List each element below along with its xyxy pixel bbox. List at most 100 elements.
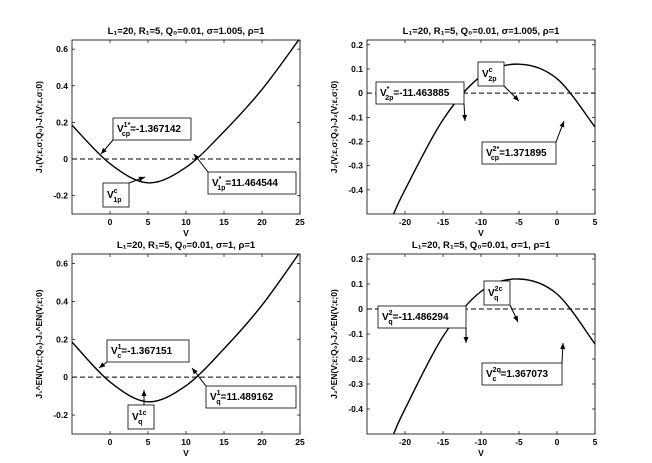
data-curve — [72, 254, 300, 403]
annotation-superscript: c — [114, 188, 118, 195]
annotation-subscript: cp — [122, 131, 130, 138]
annotation-arrowhead — [192, 368, 198, 375]
annotation-superscript: * — [387, 86, 390, 93]
x-axis-label: V — [478, 228, 484, 238]
annotation-subscript: q — [494, 295, 498, 302]
annotation-base: V — [210, 392, 217, 403]
x-tick-label: -15 — [437, 217, 450, 227]
x-tick-label: 0 — [555, 437, 560, 447]
annotation-subscript: cp — [491, 155, 499, 162]
annotation-arrowhead — [99, 362, 106, 368]
y-tick-label: 0.1 — [351, 279, 363, 289]
y-tick-label: -0.2 — [348, 354, 363, 364]
chart-panel: -20 -15 -10 -5 0 5 -0.4 -0.3 -0.2 -0.1 0 0.1 0.2 L₁=2… — [329, 240, 598, 458]
annotation-box — [207, 171, 297, 195]
x-tick-label: -10 — [475, 217, 488, 227]
y-tick-label: -0.3 — [348, 379, 363, 389]
data-curve — [72, 40, 300, 184]
y-tick-label: 0 — [358, 304, 363, 314]
annotation-subscript: 2p — [488, 76, 496, 83]
x-tick-label: 5 — [593, 217, 598, 227]
annotation: V2q c =1.367073 — [481, 342, 566, 386]
x-tick-label: 5 — [146, 217, 151, 227]
y-tick-label: -0.2 — [53, 191, 68, 201]
annotation: V1 c=-1.367151 — [98, 339, 190, 369]
x-tick-label: 0 — [108, 437, 113, 447]
annotation-base: V — [486, 148, 493, 159]
annotation-box — [481, 362, 563, 386]
annotation-base: V — [486, 369, 493, 380]
annotation-value: =11.489162 — [221, 392, 274, 403]
chart-panel: 0 5 10 15 20 25 -0.2 0 0.2 0.4 0.6 L₁=20, R₁=5, Q₀=… — [34, 240, 305, 458]
annotation-superscript: 1c — [139, 410, 147, 417]
x-axis-label: V — [478, 448, 484, 458]
annotation-box — [481, 141, 557, 165]
annotation-subscript: 2p — [385, 95, 393, 102]
annotation-value: =-11.463885 — [393, 88, 449, 99]
y-tick-label: 0.2 — [56, 117, 68, 127]
annotation-arrowhead — [513, 315, 518, 322]
y-axis-label: J₂(V;ε,σ;Q₀)-J₂(V;ε,σ;0) — [329, 81, 339, 174]
y-axis-label: J₂^EN(V;ε;Q₀)-J₂^EN(V;ε;0) — [329, 289, 339, 399]
x-tick-label: -5 — [515, 217, 523, 227]
annotation-superscript: 2* — [493, 146, 500, 153]
annotation-box — [106, 339, 190, 363]
x-tick-label: -5 — [515, 437, 523, 447]
x-tick-label: -20 — [399, 437, 412, 447]
x-axis-label: V — [183, 228, 189, 238]
x-tick-label: 20 — [257, 437, 267, 447]
annotation-base: V — [107, 190, 114, 201]
annotation-value: =11.464544 — [225, 178, 278, 189]
y-tick-label: 0.6 — [56, 258, 68, 268]
annotation-arrowhead — [194, 154, 200, 161]
annotation-base: V — [117, 124, 124, 135]
y-tick-label: 0 — [63, 372, 68, 382]
annotation-box — [205, 385, 297, 409]
annotation: V2 q=-11.486294 — [377, 305, 469, 343]
annotation-arrowhead — [101, 147, 107, 154]
y-tick-label: 0.4 — [56, 81, 68, 91]
annotation-box — [375, 81, 465, 105]
chart-title: L₁=20, R₁=5, Q₀=0.01, σ=1, ρ=1 — [117, 240, 256, 251]
x-tick-label: 15 — [219, 217, 229, 227]
y-tick-label: 0.2 — [351, 254, 363, 264]
annotation-base: V — [488, 288, 495, 299]
annotation-arrowhead — [512, 94, 519, 101]
y-tick-label: 0.4 — [56, 296, 68, 306]
annotation-value: =1.367073 — [501, 369, 549, 380]
y-tick-label: -0.1 — [348, 329, 363, 339]
chart-panel: -20 -15 -10 -5 0 5 -0.4 -0.3 -0.2 -0.1 0 0.1 0.2 L₁=2… — [329, 26, 598, 238]
x-tick-label: -10 — [475, 437, 488, 447]
annotation: V1 q=11.489162 — [191, 367, 297, 409]
x-axis-label: V — [183, 448, 189, 458]
annotation-box — [112, 117, 192, 141]
annotation-box — [477, 61, 505, 87]
y-tick-label: 0 — [358, 88, 363, 98]
annotation: Vc 1p — [102, 176, 146, 208]
annotation-label: Vc 2p — [482, 67, 497, 83]
y-tick-label: -0.3 — [348, 161, 363, 171]
annotation-superscript: c — [489, 67, 493, 74]
x-tick-label: 0 — [555, 217, 560, 227]
annotation-label: V1c q — [132, 410, 147, 426]
annotation-label: V2* cp=1.371895 — [486, 146, 547, 162]
annotation-label: V* 2p=-11.463885 — [380, 86, 450, 102]
x-tick-label: 5 — [146, 437, 151, 447]
annotation-label: V1 q=11.489162 — [210, 390, 274, 406]
annotation-superscript: 2 — [389, 310, 393, 317]
y-axis-label: J₁(V;ε,σ;Q₀)-J₁(V;ε,σ;0) — [34, 81, 44, 173]
annotation-value: =-11.486294 — [393, 312, 449, 323]
annotation: V2* cp=1.371895 — [481, 120, 565, 165]
annotation-superscript: 2q — [493, 367, 501, 374]
annotation-label: V2 q=-11.486294 — [382, 310, 449, 326]
annotation-subscript: c — [492, 376, 496, 383]
annotation-arrowhead — [462, 114, 468, 121]
annotation-box — [127, 404, 155, 430]
chart-title: L₁=20, R₁=5, Q₀=0.01, σ=1, ρ=1 — [412, 240, 551, 251]
y-axis-label: J₁^EN(V;ε;Q₀)-J₁^EN(V;ε;0) — [34, 289, 44, 398]
y-tick-label: 0 — [63, 154, 68, 164]
chart-title: L₁=20, R₁=5, Q₀=0.01, σ=1.005, ρ=1 — [403, 26, 561, 37]
annotation-label: Vc 1p — [107, 188, 122, 204]
annotation: V1* cp=-1.367142 — [100, 117, 192, 155]
x-tick-label: -20 — [399, 217, 412, 227]
